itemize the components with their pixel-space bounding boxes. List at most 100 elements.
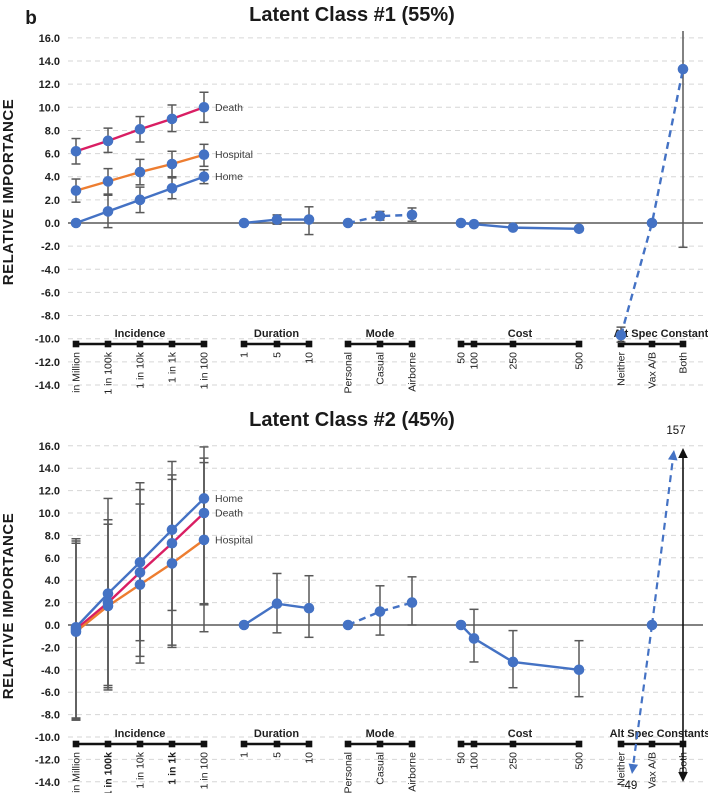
group-axis-tick [376,340,384,348]
group-axis-tick [240,340,248,348]
data-point [70,145,82,157]
series-label: Hospital [215,534,253,546]
group-axis-tick [240,740,248,748]
y-tick-label: 10.0 [39,508,60,520]
category-tick-label: Casual [375,752,387,785]
group-axis-tick [168,340,176,348]
group-axis-tick [470,340,478,348]
data-point [102,176,114,187]
group-axis-tick [679,340,687,348]
group-axis-tick [575,340,583,348]
category-tick-label: Vax A/B [647,352,659,389]
category-tick-label: Personal [343,352,355,393]
group-axis-tick [136,340,144,348]
data-point [677,63,689,75]
group-axis-tick [617,340,625,348]
category-tick-label: 1 in Million [71,352,83,396]
y-tick-label: -10.0 [35,732,60,744]
y-axis-label: RELATIVE IMPORTANCE [0,513,17,699]
data-point [198,171,210,183]
category-tick-label: 1 in 10k [135,351,147,389]
category-tick-label: Airborne [407,752,419,792]
y-tick-label: 4.0 [45,575,60,587]
y-tick-label: -6.0 [41,687,60,699]
data-point [342,619,354,631]
group-label: Duration [254,728,300,740]
group-label: Mode [366,728,395,740]
latent-class-2-chart: -14.0 -12.0 -10.0 -8.0 -6.0 -4.0 -2.0 0.0 2.0 4.0… [0,409,708,793]
data-point [507,222,519,233]
y-tick-label: 0.0 [45,218,60,230]
chart-title: Latent Class #2 (45%) [249,409,455,431]
data-point [271,598,283,610]
series-label: Home [215,493,243,505]
category-tick-label: Neither [616,752,628,786]
group-label: Duration [254,328,300,340]
y-tick-label: -14.0 [35,380,60,392]
series-line-cost [460,221,580,230]
category-tick-label: 1 in 100 [199,352,211,390]
group-axis-tick [376,740,384,748]
series-label: Home [215,171,243,183]
data-point [468,633,480,644]
category-tick-label: 10 [304,352,316,364]
group-axis-tick [648,740,656,748]
group-axis-tick [648,340,656,348]
data-point [102,135,114,147]
category-tick-label: Casual [375,352,387,385]
y-tick-label: 16.0 [39,441,60,453]
series-label: Death [215,508,243,520]
group-label: Incidence [115,728,166,740]
data-point [134,166,146,178]
y-tick-label: -10.0 [35,334,60,346]
arrow-up-icon [678,448,688,458]
data-point [102,206,114,217]
category-tick-label: 1 in 100k [103,351,115,394]
data-point [468,218,480,230]
y-tick-label: 8.0 [45,530,60,542]
arrow-down-icon [628,763,639,774]
category-tick-label: 1 in 100 [199,752,211,790]
category-tick-label: 100 [469,352,481,370]
category-tick-label: Vax A/B [647,752,659,789]
y-tick-label: 2.0 [45,195,60,207]
data-point [303,602,315,614]
series-line-alt-spec-constants [619,68,685,336]
group-axis-tick [344,340,352,348]
data-point [134,194,146,206]
group-axis-tick [200,740,208,748]
group-axis-tick [305,740,313,748]
data-point [455,217,467,229]
category-tick-label: 5 [272,752,284,758]
category-tick-label: 50 [456,352,468,364]
group-axis-tick [168,740,176,748]
y-tick-label: 2.0 [45,598,60,610]
latent-class-1-chart: -14.0 -12.0 -10.0 -8.0 -6.0 -4.0 -2.0 0.0 2.0 4.0… [0,4,708,396]
arrow-down-icon [678,772,688,782]
data-point [166,182,178,194]
offscale-value-label: -49 [621,780,638,792]
category-tick-label: 1 in 1k [167,752,179,785]
group-axis-tick [273,340,281,348]
group-axis-tick [617,740,625,748]
category-tick-label: 100 [469,752,481,770]
group-axis-tick [470,740,478,748]
group-label: Incidence [115,328,166,340]
category-tick-label: 1 [239,352,251,358]
data-point [374,210,386,222]
category-tick-label: 1 in Million [71,752,83,793]
category-tick-label: 10 [304,752,316,764]
y-tick-label: 6.0 [45,149,60,161]
group-label: Alt Spec Constants [614,328,708,340]
data-point [342,217,354,229]
y-tick-label: 16.0 [39,33,60,45]
category-tick-label: Personal [343,752,355,793]
group-label: Cost [508,328,533,340]
y-tick-label: 4.0 [45,172,60,184]
data-point [198,149,210,161]
series-label: Hospital [215,149,253,161]
category-tick-label: 1 in 100k [103,752,115,793]
y-tick-label: -6.0 [41,287,60,299]
category-tick-label: 5 [272,352,284,358]
